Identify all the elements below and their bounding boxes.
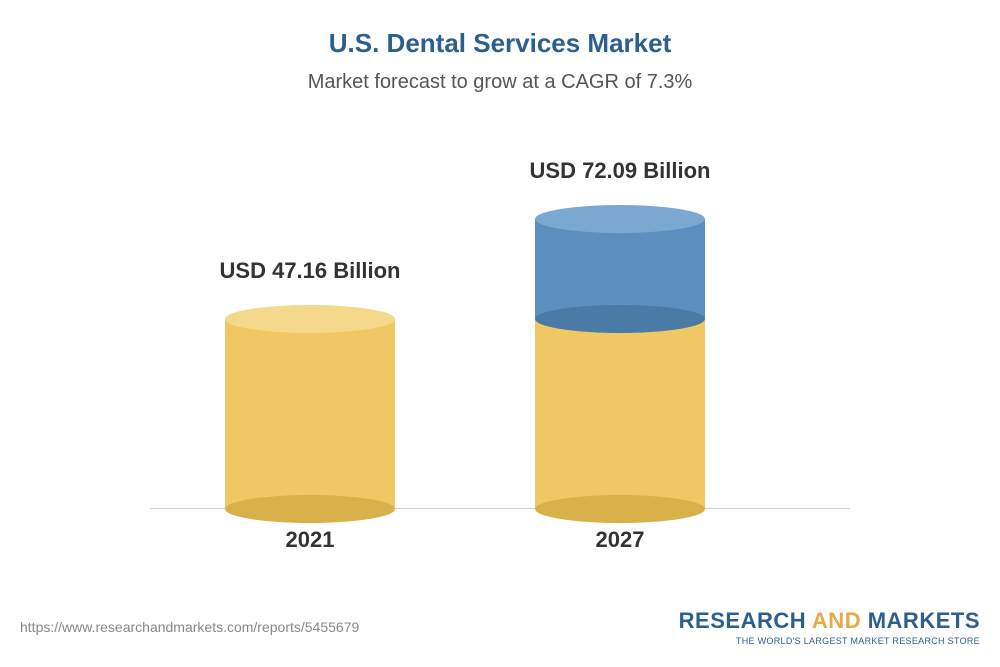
cylinder-side: [225, 319, 395, 509]
cylinder-top-ellipse: [535, 205, 705, 233]
source-url: https://www.researchandmarkets.com/repor…: [20, 619, 359, 635]
cylinder-body-2021: [225, 319, 395, 509]
value-label-2021: USD 47.16 Billion: [185, 258, 435, 284]
chart-title: U.S. Dental Services Market: [0, 0, 1000, 59]
year-label-2027: 2027: [535, 527, 705, 553]
cylinder-segment-bottom: [535, 319, 705, 509]
footer: https://www.researchandmarkets.com/repor…: [0, 597, 1000, 667]
year-label-2021: 2021: [225, 527, 395, 553]
cylinder-bottom-ellipse: [535, 305, 705, 333]
brand-block: RESEARCH AND MARKETS THE WORLD'S LARGEST…: [679, 608, 980, 646]
cylinder-side: [535, 219, 705, 319]
chart-area: USD 47.16 Billion 2021 USD 72.09 Billion…: [0, 114, 1000, 544]
brand-name: RESEARCH AND MARKETS: [679, 608, 980, 634]
cylinder-segment-top: [535, 219, 705, 319]
cylinder-bottom-ellipse: [225, 495, 395, 523]
brand-word-research: RESEARCH: [679, 608, 806, 633]
brand-word-markets: MARKETS: [868, 608, 980, 633]
brand-word-and: AND: [812, 608, 861, 633]
cylinder-top-ellipse: [225, 305, 395, 333]
brand-tagline: THE WORLD'S LARGEST MARKET RESEARCH STOR…: [679, 636, 980, 646]
cylinder-side: [535, 319, 705, 509]
cylinder-bottom-ellipse: [535, 495, 705, 523]
chart-subtitle: Market forecast to grow at a CAGR of 7.3…: [0, 59, 1000, 94]
value-label-2027: USD 72.09 Billion: [495, 158, 745, 184]
